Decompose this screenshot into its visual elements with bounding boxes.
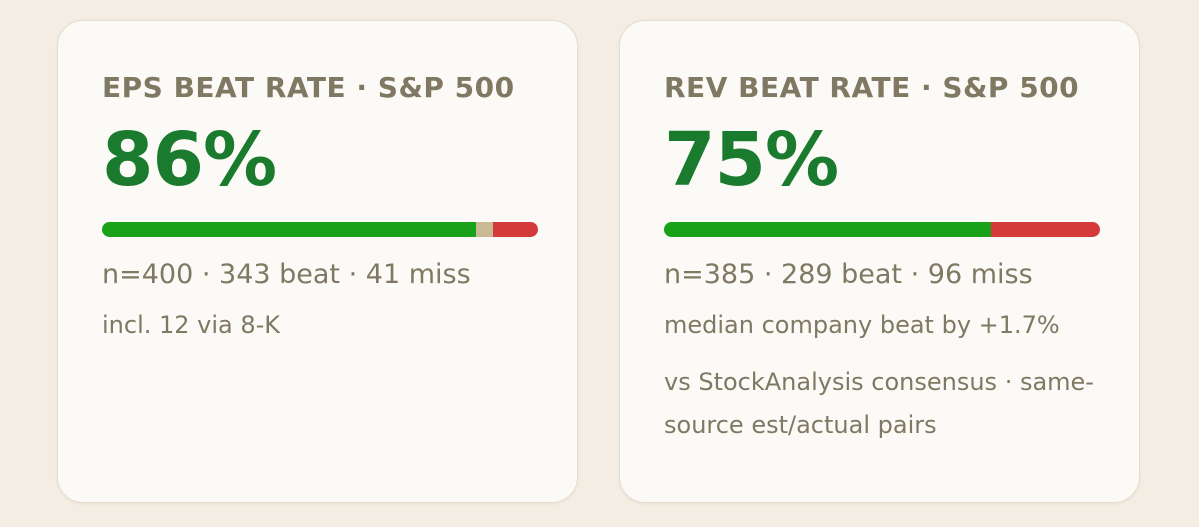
card: EPS BEAT RATE · S&P 500 86% n=400 · 343 be…	[57, 20, 578, 503]
progress-bar	[664, 222, 1100, 237]
card-title: EPS BEAT RATE · S&P 500	[102, 71, 515, 104]
big-value: 86%	[102, 117, 277, 203]
stats-line: n=385 · 289 beat · 96 miss	[664, 259, 1033, 290]
bar-segment	[664, 222, 992, 237]
bar-segment	[493, 222, 538, 237]
bar-segment	[475, 222, 494, 237]
progress-bar	[102, 222, 538, 237]
card: REV BEAT RATE · S&P 500 75% n=385 · 289 be…	[619, 20, 1140, 503]
note: vs StockAnalysis consensus · same-source…	[664, 368, 1094, 439]
card-title: REV BEAT RATE · S&P 500	[664, 71, 1080, 104]
note: incl. 12 via 8-K	[102, 311, 281, 339]
big-value: 75%	[664, 117, 839, 203]
note: median company beat by +1.7%	[664, 311, 1060, 339]
stats-line: n=400 · 343 beat · 41 miss	[102, 259, 471, 290]
bar-segment	[102, 222, 476, 237]
bar-segment	[991, 222, 1100, 237]
